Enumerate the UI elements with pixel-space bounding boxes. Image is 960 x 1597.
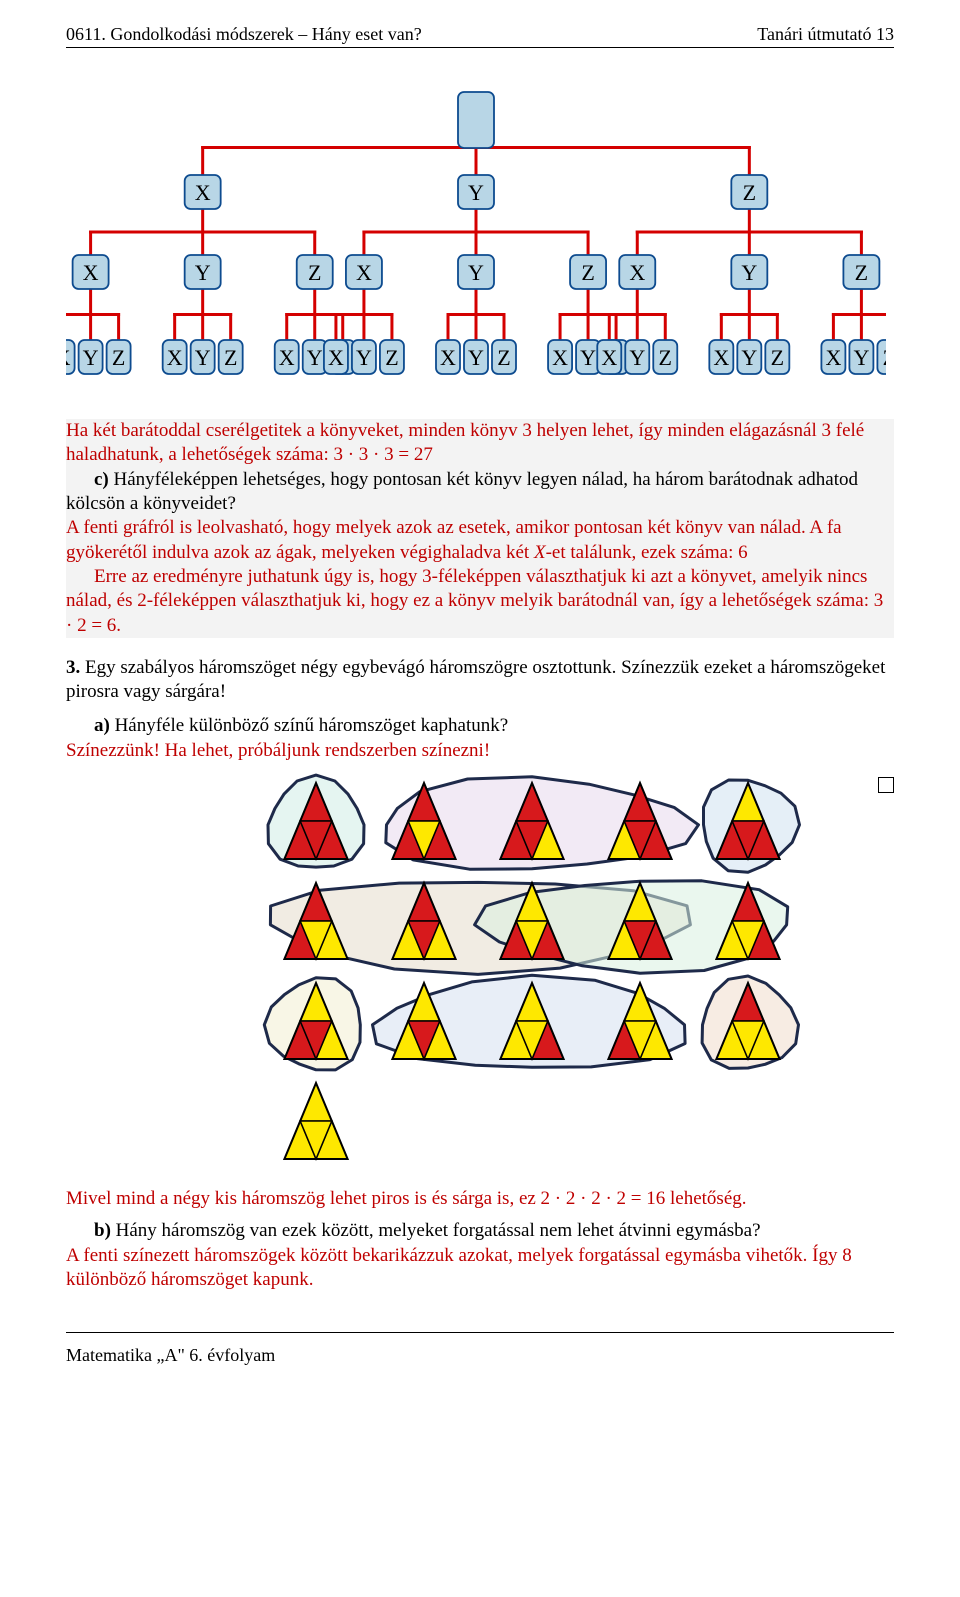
q3-hint: Színezzünk! Ha lehet, próbáljunk rendsze… xyxy=(66,739,894,763)
svg-text:Z: Z xyxy=(308,260,321,285)
svg-text:Y: Y xyxy=(468,260,484,285)
q3-text: Egy szabályos háromszöget négy egybevágó… xyxy=(66,657,885,702)
svg-text:X: X xyxy=(713,345,729,370)
sol-p4: Erre az eredményre juthatunk úgy is, hog… xyxy=(66,565,894,638)
svg-text:Z: Z xyxy=(581,260,594,285)
q3a-label: a) xyxy=(94,715,115,736)
svg-text:X: X xyxy=(83,260,99,285)
svg-text:Y: Y xyxy=(853,345,869,370)
svg-text:X: X xyxy=(167,345,183,370)
svg-text:X: X xyxy=(825,345,841,370)
svg-text:Z: Z xyxy=(224,345,237,370)
triangle-grid xyxy=(246,773,826,1183)
tree-diagram: XYZXYZXYZXYZXYZXYZXYZXYZXYZXYZXYZXYZXYZ xyxy=(66,72,894,407)
solution-box: Ha két barátoddal cserélgetitek a könyve… xyxy=(66,419,894,638)
q3a: a) Hányféle különböző színű háromszöget … xyxy=(66,714,894,738)
svg-text:X: X xyxy=(440,345,456,370)
header-rule xyxy=(66,47,894,48)
svg-text:X: X xyxy=(601,345,617,370)
svg-text:X: X xyxy=(356,260,372,285)
checkbox-marker xyxy=(878,777,894,793)
svg-text:Y: Y xyxy=(83,345,99,370)
svg-text:Z: Z xyxy=(883,345,886,370)
tree-svg: XYZXYZXYZXYZXYZXYZXYZXYZXYZXYZXYZXYZXYZ xyxy=(66,72,886,402)
svg-text:X: X xyxy=(66,345,71,370)
footer-left: Matematika „A" 6. évfolyam xyxy=(66,1345,275,1366)
svg-text:Y: Y xyxy=(629,345,645,370)
q3a-text: Hányféle különböző színű háromszöget kap… xyxy=(115,715,509,736)
svg-text:Y: Y xyxy=(741,345,757,370)
svg-text:Z: Z xyxy=(112,345,125,370)
svg-text:Y: Y xyxy=(468,180,484,205)
q3-num: 3. xyxy=(66,657,85,678)
q3b-label: b) xyxy=(94,1220,116,1241)
q3: 3. Egy szabályos háromszöget négy egybev… xyxy=(66,656,894,705)
c-label: c) xyxy=(94,469,114,490)
sol-c: c) Hányféleképpen lehetséges, hogy ponto… xyxy=(66,468,894,517)
svg-text:X: X xyxy=(629,260,645,285)
svg-text:Y: Y xyxy=(195,260,211,285)
q3b-text: Hány háromszög van ezek között, melyeket… xyxy=(116,1220,761,1241)
svg-text:Z: Z xyxy=(771,345,784,370)
svg-text:Y: Y xyxy=(356,345,372,370)
q3b: b) Hány háromszög van ezek között, melye… xyxy=(66,1219,894,1243)
svg-text:X: X xyxy=(195,180,211,205)
c-text: Hányféleképpen lehetséges, hogy pontosan… xyxy=(66,469,858,514)
header-left: 0611. Gondolkodási módszerek – Hány eset… xyxy=(66,24,422,45)
svg-text:Y: Y xyxy=(741,260,757,285)
footer-rule xyxy=(66,1332,894,1333)
q3b-answer: A fenti színezett háromszögek között bek… xyxy=(66,1244,894,1293)
svg-text:Z: Z xyxy=(659,345,672,370)
svg-text:Z: Z xyxy=(743,180,756,205)
svg-text:Y: Y xyxy=(307,345,323,370)
svg-text:Z: Z xyxy=(497,345,510,370)
svg-text:Y: Y xyxy=(468,345,484,370)
svg-text:Z: Z xyxy=(855,260,868,285)
svg-text:Y: Y xyxy=(580,345,596,370)
svg-text:X: X xyxy=(552,345,568,370)
q3a-answer: Mivel mind a négy kis háromszög lehet pi… xyxy=(66,1187,894,1211)
svg-text:X: X xyxy=(328,345,344,370)
sol-p3: A fenti gráfról is leolvasható, hogy mel… xyxy=(66,516,894,565)
svg-text:Y: Y xyxy=(195,345,211,370)
svg-text:X: X xyxy=(279,345,295,370)
svg-text:Z: Z xyxy=(385,345,398,370)
header-right: Tanári útmutató 13 xyxy=(757,24,894,45)
sol-line1: Ha két barátoddal cserélgetitek a könyve… xyxy=(66,419,894,468)
